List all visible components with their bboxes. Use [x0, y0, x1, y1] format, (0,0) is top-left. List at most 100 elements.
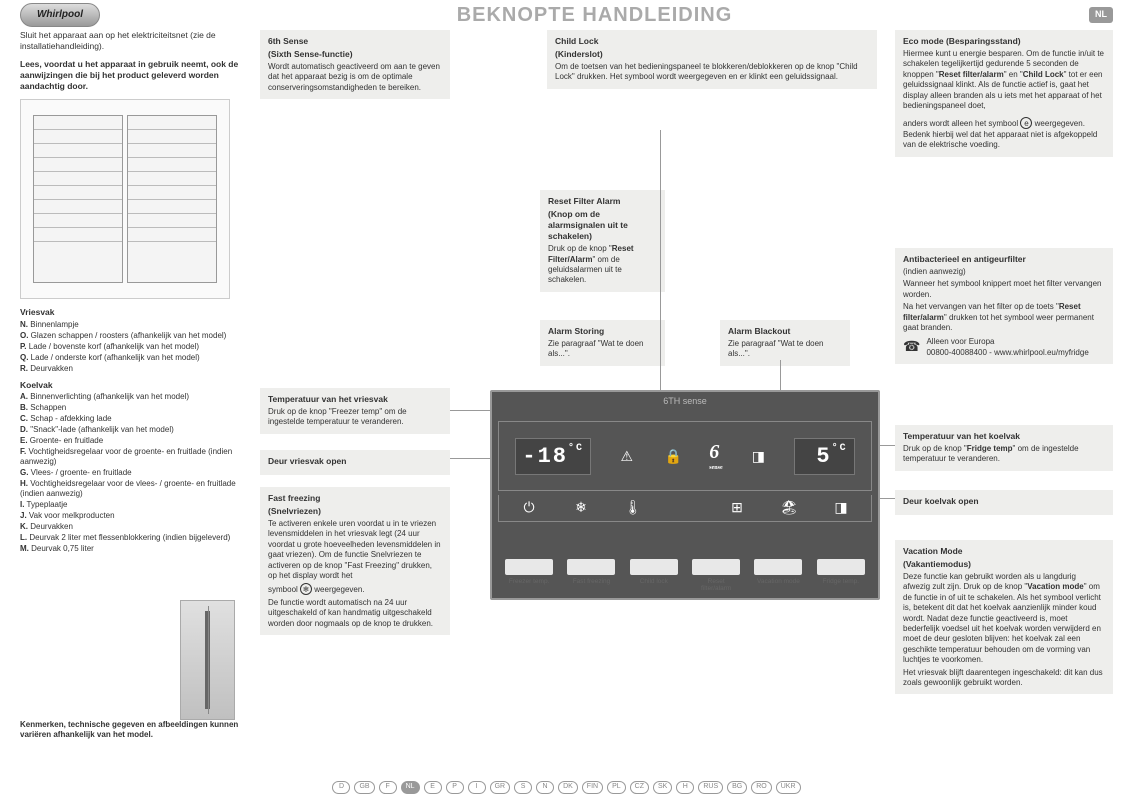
box-fast-freezing: Fast freezing (Snelvriezen) Te activeren… [260, 487, 450, 635]
panel-button[interactable]: Fridge temp. [817, 559, 865, 592]
box-body: Druk op de knop "Fridge temp" om de inge… [903, 444, 1105, 465]
lang-pill-ro[interactable]: RO [751, 781, 772, 794]
legend-item: E. Groente- en fruitlade [20, 436, 240, 446]
lang-pill-rus[interactable]: RUS [698, 781, 723, 794]
box-alarm-storing: Alarm Storing Zie paragraaf "Wat te doen… [540, 320, 665, 366]
panel-button-row: Freezer temp. Fast freezing Child lock Rese… [498, 559, 872, 592]
language-badge: NL [1089, 7, 1113, 23]
panel-button[interactable]: Fast freezing [567, 559, 615, 592]
box-body: Zie paragraaf "Wat te doen als...". [728, 339, 842, 360]
fridge-temp-display: 5°C [794, 438, 854, 476]
box-subtitle: (Kinderslot) [555, 49, 869, 60]
box-alarm-blackout: Alarm Blackout Zie paragraaf "Wat te doe… [720, 320, 850, 366]
lang-pill-pl[interactable]: PL [607, 781, 626, 794]
eco-icon: ⏻ [519, 499, 539, 517]
box-fridge-door: Deur koelvak open [895, 490, 1113, 515]
box-body: De functie wordt automatisch na 24 uur u… [268, 598, 442, 629]
lang-pill-dk[interactable]: DK [558, 781, 578, 794]
language-footer: D GB F NL EPI GRSN DK FIN PL CZ SK H RUS BG RO UKR [0, 781, 1133, 794]
panel-icon-row: ⏻ ❄ 🌡 ⊞ 🏖 ◨ [498, 495, 872, 522]
intro-text-2: Lees, voordat u het apparaat in gebruik … [20, 59, 240, 91]
legend-item: C. Schap - afdekking lade [20, 414, 240, 424]
leader-line [780, 360, 781, 390]
alarm-icon: ⚠ [616, 445, 638, 467]
box-title: Temperatuur van het vriesvak [268, 394, 442, 405]
lang-pill-fin[interactable]: FIN [582, 781, 603, 794]
legend-item: D. "Snack"-lade (afhankelijk van het mod… [20, 425, 240, 435]
phone-icon: ☎ [903, 337, 920, 355]
leader-line [880, 498, 895, 499]
box-title: Deur vriesvak open [268, 456, 442, 467]
box-title: Child Lock [555, 36, 869, 47]
lang-pill-gb[interactable]: GB [354, 781, 374, 794]
lang-pill-d[interactable]: D [332, 781, 350, 794]
legend-item: K. Deurvakken [20, 522, 240, 532]
box-body: Hiermee kunt u energie besparen. Om de f… [903, 49, 1105, 111]
box-title: Alarm Storing [548, 326, 657, 337]
phone-text: Alleen voor Europa 00800-40088400 - www.… [926, 337, 1088, 358]
leader-line [450, 410, 490, 411]
door-open-icon: ◨ [747, 445, 769, 467]
thermo-icon: 🌡 [623, 499, 643, 517]
panel-button[interactable]: Vacation mode [754, 559, 802, 592]
box-freezer-door: Deur vriesvak open [260, 450, 450, 475]
fridge-photo [180, 600, 235, 720]
box-body: Druk op de knop "Freezer temp" om de ing… [268, 407, 442, 428]
panel-button[interactable]: Freezer temp. [505, 559, 553, 592]
legend-item: M. Deurvak 0,75 liter [20, 544, 240, 554]
box-body: Zie paragraaf "Wat te doen als...". [548, 339, 657, 360]
legend-item: J. Vak voor melkproducten [20, 511, 240, 521]
lang-pill-f[interactable]: F [379, 781, 397, 794]
door-icon: ◨ [831, 499, 851, 517]
lang-pill-cz[interactable]: CZ [630, 781, 649, 794]
lang-pill-bg[interactable]: BG [727, 781, 747, 794]
filter-icon: ⊞ [727, 499, 747, 517]
lang-pill-gr[interactable]: GR [490, 781, 511, 794]
fastfreeze-icon: ❄ [571, 499, 591, 517]
lang-pill-nl[interactable]: NL [401, 781, 420, 794]
box-reset-filter: Reset Filter Alarm (Knop om de alarmsign… [540, 190, 665, 292]
legend-item: L. Deurvak 2 liter met flessenblokkering… [20, 533, 240, 543]
freezer-legend-title: Vriesvak [20, 307, 240, 318]
lang-pill-p[interactable]: P [446, 781, 464, 794]
vacation-icon: 🏖 [779, 499, 799, 517]
box-antibac-filter: Antibacterieel en antigeurfilter (indien… [895, 248, 1113, 364]
legend-item: H. Vochtigheidsregelaar voor de vlees- /… [20, 479, 240, 499]
box-body: Na het vervangen van het filter op de to… [903, 302, 1105, 333]
box-title: Deur koelvak open [903, 496, 1105, 507]
lang-pill-h[interactable]: H [676, 781, 694, 794]
intro-text-1: Sluit het apparaat aan op het elektricit… [20, 30, 240, 51]
box-body: Het vriesvak blijft daarentegen ingescha… [903, 668, 1105, 689]
leader-line [880, 445, 895, 446]
box-subtitle: (Sixth Sense-functie) [268, 49, 442, 60]
box-title: Reset Filter Alarm [548, 196, 657, 207]
fridge-interior-diagram [20, 99, 230, 299]
box-title: Eco mode (Besparingsstand) [903, 36, 1105, 47]
box-sixth-sense: 6th Sense (Sixth Sense-functie) Wordt au… [260, 30, 450, 99]
legend-item: Q. Lade / onderste korf (afhankelijk van… [20, 353, 240, 363]
legend-item: R. Deurvakken [20, 364, 240, 374]
lang-pill-sk[interactable]: SK [653, 781, 672, 794]
box-body: Deze functie kan gebruikt worden als u l… [903, 572, 1105, 666]
box-title: Temperatuur van het koelvak [903, 431, 1105, 442]
lang-pill-s[interactable]: S [514, 781, 532, 794]
box-subtitle: (Vakantiemodus) [903, 559, 1105, 570]
panel-button[interactable]: Reset filter/alarm [692, 559, 740, 592]
legend-item: F. Vochtigheidsregelaar voor de groente-… [20, 447, 240, 467]
lang-pill-e[interactable]: E [424, 781, 442, 794]
lang-pill-n[interactable]: N [536, 781, 554, 794]
fridge-legend: Koelvak A. Binnenverlichting (afhankelij… [20, 380, 240, 555]
box-body: Wanneer het symbool knippert moet het fi… [903, 279, 1105, 300]
lang-pill-i[interactable]: I [468, 781, 486, 794]
page-title: BEKNOPTE HANDLEIDING [100, 3, 1089, 28]
phone-info: ☎ Alleen voor Europa 00800-40088400 - ww… [903, 337, 1105, 358]
legend-item: A. Binnenverlichting (afhankelijk van he… [20, 392, 240, 402]
legend-item: O. Glazen schappen / roosters (afhankeli… [20, 331, 240, 341]
box-eco-mode: Eco mode (Besparingsstand) Hiermee kunt … [895, 30, 1113, 157]
panel-button[interactable]: Child lock [630, 559, 678, 592]
sixth-sense-icon: 6sense [709, 440, 722, 473]
bottom-note: Kenmerken, technische gegeven en afbeeld… [20, 720, 240, 740]
lang-pill-ukr[interactable]: UKR [776, 781, 801, 794]
box-body-icon: anders wordt alleen het symbool e weerge… [903, 117, 1105, 150]
box-body-icon: symbool ❄ weergegeven. [268, 583, 442, 595]
